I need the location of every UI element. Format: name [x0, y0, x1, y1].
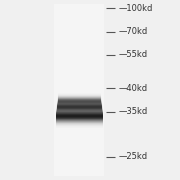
Bar [57, 102, 102, 103]
Bar [57, 98, 102, 99]
Bar [57, 115, 102, 116]
Bar [56, 121, 103, 122]
Bar [57, 100, 102, 101]
Bar [56, 119, 103, 120]
Bar [57, 114, 102, 115]
Text: —55kd: —55kd [119, 50, 148, 59]
Bar [56, 106, 103, 107]
Bar [56, 105, 103, 106]
Bar [56, 107, 103, 108]
Bar [56, 118, 103, 119]
Bar [56, 123, 103, 124]
Bar [56, 115, 103, 116]
Bar [56, 120, 103, 121]
Text: —25kd: —25kd [119, 152, 148, 161]
Bar [57, 111, 102, 112]
Bar [56, 109, 103, 110]
Bar [56, 116, 103, 117]
Bar [56, 114, 103, 115]
Bar [57, 110, 102, 111]
Bar [56, 125, 103, 126]
Bar [56, 110, 103, 111]
Bar [56, 108, 103, 109]
Bar [56, 122, 103, 123]
Bar [56, 104, 103, 105]
Bar [56, 113, 103, 114]
Bar [57, 105, 102, 106]
Text: —40kd: —40kd [119, 84, 148, 93]
Bar [56, 117, 103, 118]
Bar [56, 124, 103, 125]
Bar [57, 113, 102, 114]
Bar [57, 107, 102, 108]
Bar [57, 112, 102, 113]
Bar [56, 112, 103, 113]
Bar [57, 103, 102, 104]
Bar [54, 4, 104, 176]
Bar [57, 106, 102, 107]
Bar [57, 101, 102, 102]
Bar [56, 111, 103, 112]
Bar [57, 116, 102, 117]
Bar [57, 103, 102, 104]
Bar [56, 127, 103, 128]
Bar [57, 99, 102, 100]
Text: —100kd: —100kd [119, 4, 153, 13]
Bar [57, 104, 102, 105]
Bar [57, 108, 102, 109]
Text: —35kd: —35kd [119, 107, 148, 116]
Bar [56, 126, 103, 127]
Bar [57, 109, 102, 110]
Text: —70kd: —70kd [119, 27, 148, 36]
